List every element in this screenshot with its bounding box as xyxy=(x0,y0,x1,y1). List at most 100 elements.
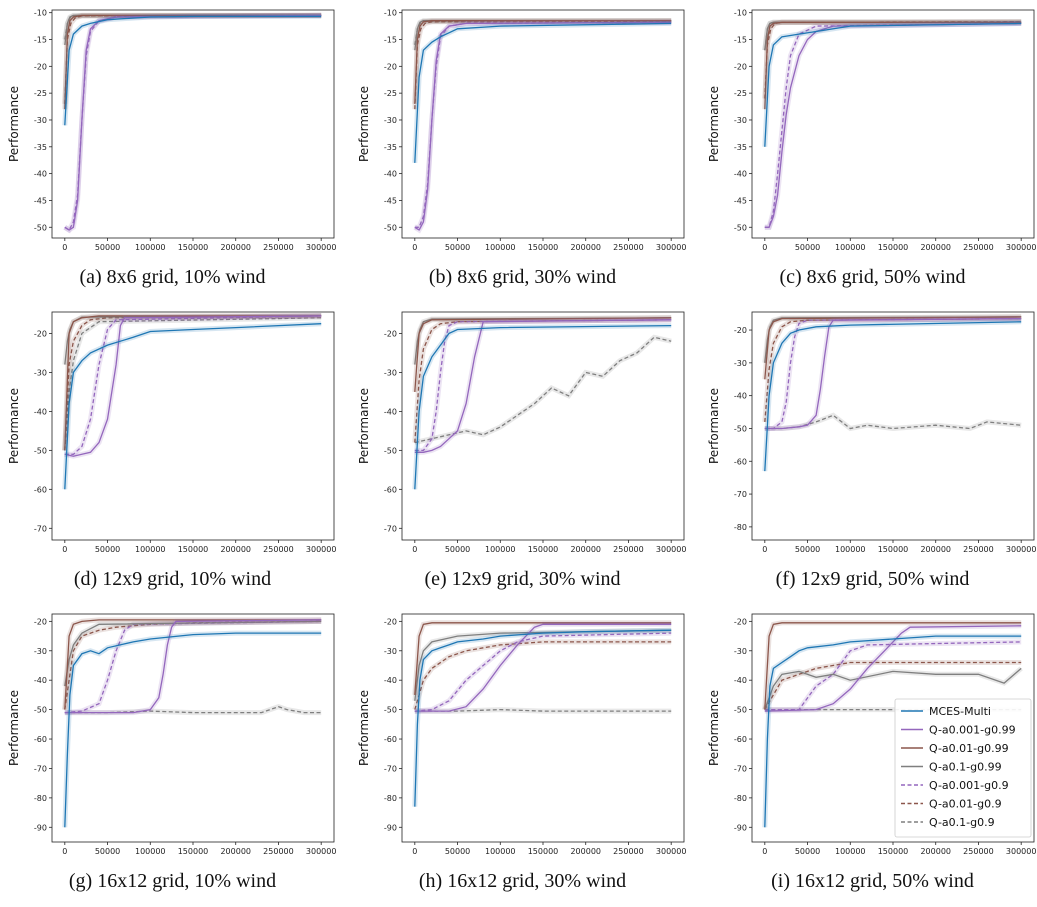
line-chart: -20 -30 -40 -50 -60 -70 0 50000 100000 150000 2000… xyxy=(7,311,337,554)
series-line xyxy=(64,14,322,110)
chart-panel: -10 -15 -20 -25 -30 -35 -40 -45 -50 0 50000 100000 1… xyxy=(0,0,345,300)
x-tick-label: 0 xyxy=(412,847,417,856)
chart-panel: -10 -15 -20 -25 -30 -35 -40 -45 -50 0 50000 100000 1… xyxy=(350,0,695,300)
series-line xyxy=(414,622,672,695)
series-line xyxy=(414,324,672,490)
chart-panel: -20 -30 -40 -50 -60 -70 -80 0 50000 100000 150000 2… xyxy=(700,302,1037,602)
subfigure-caption: (g) 16x12 grid, 10% wind xyxy=(68,870,277,892)
y-tick-label: -35 xyxy=(734,143,747,152)
series-line xyxy=(764,667,1022,710)
chart-panel: -20 -30 -40 -50 -60 -70 -80 -90 0 50000 100000 1500… xyxy=(700,604,1037,904)
series-line xyxy=(64,315,322,451)
x-tick-label: 300000 xyxy=(656,243,687,252)
x-tick-label: 0 xyxy=(762,243,767,252)
x-tick-label: 300000 xyxy=(1006,847,1037,856)
subfigure-caption: (i) 16x12 grid, 50% wind xyxy=(771,870,974,892)
y-tick-label: -20 xyxy=(734,326,747,335)
x-tick-label: 250000 xyxy=(963,847,994,856)
legend-label: Q-a0.01-g0.99 xyxy=(929,742,1009,755)
y-tick-label: -90 xyxy=(384,823,397,832)
x-tick-label: 100000 xyxy=(135,243,166,252)
series-line xyxy=(64,15,322,126)
series-line xyxy=(764,635,1022,828)
series-line xyxy=(64,620,322,687)
x-tick-label: 150000 xyxy=(178,243,209,252)
series-line xyxy=(414,21,672,231)
y-tick-label: -70 xyxy=(34,764,47,773)
x-tick-label: 150000 xyxy=(528,545,559,554)
x-tick-label: 50000 xyxy=(445,847,470,856)
legend: MCES-Multi Q-a0.001-g0.99 Q-a0.01-g0.99 Q-a… xyxy=(894,698,1032,838)
y-axis-label: Performance xyxy=(357,388,371,464)
x-tick-label: 150000 xyxy=(528,847,559,856)
x-tick-label: 300000 xyxy=(306,545,337,554)
x-tick-label: 200000 xyxy=(570,847,601,856)
y-tick-label: -50 xyxy=(384,446,397,455)
x-tick-label: 100000 xyxy=(485,545,516,554)
subfigure-caption: (c) 8x6 grid, 50% wind xyxy=(779,266,966,288)
series-line xyxy=(764,321,1022,472)
series-line xyxy=(64,315,322,455)
series-line xyxy=(764,22,1022,228)
y-tick-label: -25 xyxy=(734,89,747,98)
x-tick-label: 200000 xyxy=(570,545,601,554)
y-axis-label: Performance xyxy=(707,388,721,464)
x-tick-label: 50000 xyxy=(795,545,820,554)
series-line xyxy=(414,632,672,712)
y-tick-label: -30 xyxy=(34,116,47,125)
x-tick-label: 50000 xyxy=(95,545,120,554)
y-tick-label: -90 xyxy=(34,823,47,832)
x-tick-label: 100000 xyxy=(135,847,166,856)
y-tick-label: -30 xyxy=(34,647,47,656)
y-tick-label: -40 xyxy=(384,170,397,179)
legend-label: Q-a0.1-g0.9 xyxy=(929,816,995,829)
x-tick-label: 100000 xyxy=(835,847,866,856)
series-line xyxy=(414,319,672,452)
series-line xyxy=(764,316,1022,380)
x-tick-label: 50000 xyxy=(95,847,120,856)
subfigure-caption: (a) 8x6 grid, 10% wind xyxy=(79,266,266,288)
series-line xyxy=(64,706,322,714)
x-tick-label: 50000 xyxy=(445,545,470,554)
line-chart: -10 -15 -20 -25 -30 -35 -40 -45 -50 0 50000 100000 1… xyxy=(7,9,336,252)
x-tick-label: 250000 xyxy=(263,545,294,554)
x-tick-label: 250000 xyxy=(963,545,994,554)
chart-panel: -10 -15 -20 -25 -30 -35 -40 -45 -50 0 50000 100000 1… xyxy=(700,0,1037,300)
y-tick-label: -80 xyxy=(34,794,47,803)
series-line xyxy=(64,315,322,451)
y-tick-label: -30 xyxy=(384,368,397,377)
series-line xyxy=(414,317,672,365)
y-tick-label: -10 xyxy=(734,9,747,18)
legend-label: Q-a0.001-g0.99 xyxy=(929,724,1016,737)
series-line xyxy=(764,661,1022,710)
x-tick-label: 50000 xyxy=(445,243,470,252)
y-tick-label: -25 xyxy=(34,89,47,98)
x-tick-label: 150000 xyxy=(178,847,209,856)
x-tick-label: 250000 xyxy=(613,847,644,856)
y-tick-label: -50 xyxy=(734,223,747,232)
series-line xyxy=(414,22,672,163)
x-tick-label: 300000 xyxy=(656,545,687,554)
x-tick-label: 200000 xyxy=(920,847,951,856)
y-tick-label: -40 xyxy=(734,170,747,179)
y-tick-label: -80 xyxy=(734,523,747,532)
y-tick-label: -50 xyxy=(734,706,747,715)
subfigure-caption: (e) 12x9 grid, 30% wind xyxy=(424,568,621,590)
y-tick-label: -70 xyxy=(734,764,747,773)
y-tick-label: -20 xyxy=(384,329,397,338)
line-chart: -10 -15 -20 -25 -30 -35 -40 -45 -50 0 50000 100000 1… xyxy=(707,9,1036,252)
y-tick-label: -30 xyxy=(734,359,747,368)
x-tick-label: 250000 xyxy=(263,847,294,856)
series-line xyxy=(764,317,1022,422)
x-tick-label: 100000 xyxy=(485,847,516,856)
y-tick-label: -40 xyxy=(734,392,747,401)
y-tick-label: -25 xyxy=(384,89,397,98)
y-tick-label: -50 xyxy=(34,223,47,232)
series-line xyxy=(764,21,1022,110)
y-axis-label: Performance xyxy=(357,86,371,162)
y-tick-label: -30 xyxy=(384,647,397,656)
x-tick-label: 150000 xyxy=(878,545,909,554)
y-tick-label: -40 xyxy=(34,170,47,179)
y-tick-label: -40 xyxy=(34,407,47,416)
